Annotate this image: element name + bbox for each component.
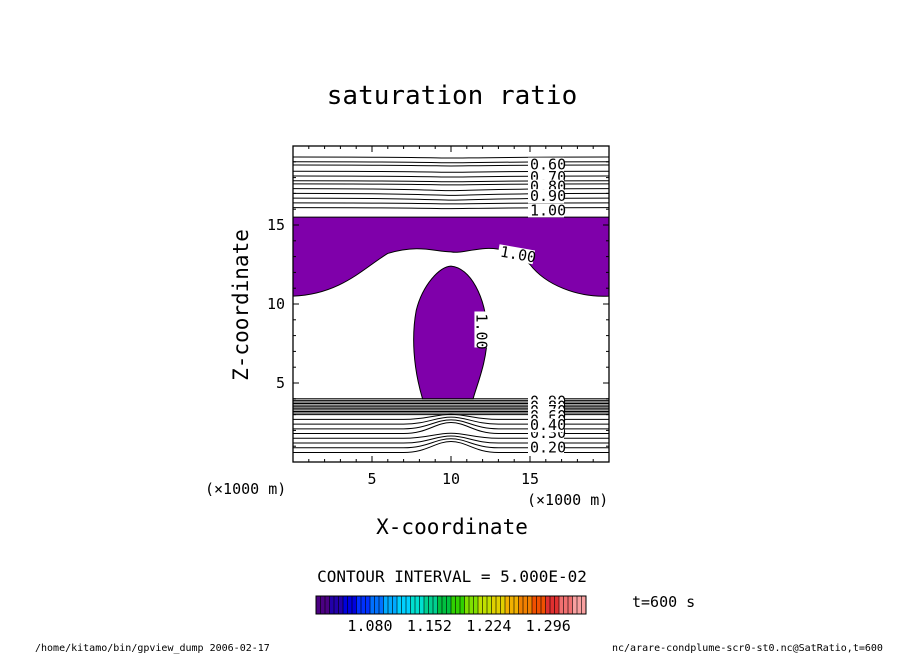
- colorbar-tick-label: 1.224: [466, 617, 511, 635]
- contour-label: 0.90: [528, 187, 566, 205]
- colorbar-cell: [343, 596, 357, 614]
- contour-label-background: [497, 244, 536, 265]
- colorbar-cell: [518, 596, 533, 614]
- colorbar-cell: [437, 596, 452, 614]
- contour-line: [293, 413, 609, 420]
- colorbar-cell: [329, 596, 344, 614]
- y-axis-label: Z-coordinate: [229, 229, 253, 381]
- contour-label: 0.60: [528, 156, 566, 174]
- x-tick-label: 10: [442, 470, 460, 488]
- contour-line: [292, 192, 610, 196]
- contour-line: [292, 180, 610, 183]
- x-axis-unit-left: (×1000 m): [205, 480, 286, 498]
- colorbar-cell: [383, 596, 398, 614]
- contour-labels: 0.600.700.800.901.000.300.200.900.800.70…: [472, 156, 566, 457]
- colorbar-cell: [572, 596, 587, 614]
- contour-label: 1.00: [528, 201, 566, 219]
- colorbar-cell: [559, 596, 573, 614]
- contour-line: [292, 188, 610, 192]
- shaded-regions: [292, 216, 610, 400]
- contour-label-background: [528, 203, 564, 218]
- colorbar-tick-label: 1.080: [347, 617, 392, 635]
- colorbar: 1.080 1.152 1.224 1.296: [315, 595, 587, 635]
- colorbar-cell: [532, 596, 546, 614]
- contour-line: [293, 438, 609, 449]
- colorbar-cell: [370, 596, 384, 614]
- contour-line: [293, 416, 609, 425]
- axes: 5 10 15 5 10 15: [267, 146, 609, 488]
- colorbar-cell: [451, 596, 465, 614]
- contour-label-background: [528, 189, 564, 204]
- y-tick-label: 15: [267, 216, 285, 234]
- colorbar-cell: [397, 596, 411, 614]
- x-tick-label: 5: [367, 470, 376, 488]
- contour-label-text: 0.60: [530, 156, 566, 174]
- central-shaded-region: [413, 265, 488, 400]
- contour-label: 1.00: [472, 311, 490, 350]
- colorbar-cell: [316, 596, 330, 614]
- contour-line: [292, 207, 610, 210]
- contour-line: [292, 183, 610, 186]
- contour-line: [293, 419, 609, 430]
- x-tick-label: 15: [521, 470, 539, 488]
- contour-line: [292, 164, 610, 167]
- colorbar-cell: [424, 596, 438, 614]
- contour-label-text: 1.00: [530, 201, 566, 219]
- contour-line: [292, 202, 610, 205]
- contour-label-background: [474, 311, 489, 348]
- contour-label: 0.20: [528, 438, 566, 456]
- contour-label-text: 1.00: [472, 313, 490, 349]
- contour-label-text: 0.40: [530, 416, 566, 434]
- contour-line: [292, 197, 610, 201]
- colorbar-tick-label: 1.296: [526, 617, 571, 635]
- contour-label-text: 0.20: [530, 438, 566, 456]
- contour-label-background: [528, 418, 564, 433]
- time-label: t=600 s: [632, 593, 695, 611]
- contour-line: [292, 170, 610, 173]
- x-axis-unit-right: (×1000 m): [527, 491, 608, 509]
- contour-label-background: [528, 157, 564, 172]
- contour-line: [293, 432, 609, 439]
- colorbar-cell: [545, 596, 560, 614]
- y-tick-label: 5: [276, 374, 285, 392]
- contour-interval-text: CONTOUR INTERVAL = 5.000E-02: [317, 567, 587, 586]
- x-axis-label: X-coordinate: [376, 515, 528, 539]
- contour-line: [292, 175, 610, 178]
- footer-right: nc/arare-condplume-scr0-st0.nc@SatRatio,…: [612, 643, 883, 654]
- contour-line: [293, 422, 609, 435]
- colorbar-cell: [491, 596, 506, 614]
- colorbar-cell: [410, 596, 425, 614]
- colorbar-cell: [478, 596, 492, 614]
- contour-line: [293, 441, 609, 454]
- colorbar-frame: [315, 595, 587, 615]
- contour-line: [292, 161, 610, 164]
- colorbar-tick-label: 1.152: [407, 617, 452, 635]
- y-tick-label: 10: [267, 295, 285, 313]
- contour-line: [292, 156, 610, 159]
- contour-label: 1.00: [497, 243, 538, 267]
- contour-label-text: 0.90: [530, 187, 566, 205]
- contour-label: 0.40: [528, 416, 566, 434]
- colorbar-cell: [356, 596, 371, 614]
- chart-title: saturation ratio: [327, 81, 577, 111]
- footer-left: /home/kitamo/bin/gpview_dump 2006-02-17: [35, 643, 270, 654]
- colorbar-cell: [464, 596, 479, 614]
- contour-label-background: [528, 440, 564, 455]
- contour-label-text: 1.00: [499, 243, 538, 267]
- colorbar-cell: [505, 596, 519, 614]
- contour-line: [293, 435, 609, 444]
- upper-shaded-region: [292, 216, 610, 297]
